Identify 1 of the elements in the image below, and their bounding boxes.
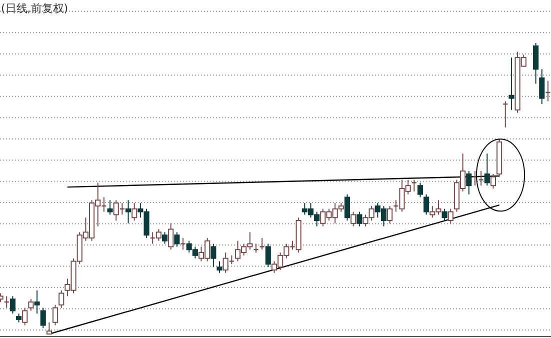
- chart-title: (日线,前复权): [1, 2, 68, 15]
